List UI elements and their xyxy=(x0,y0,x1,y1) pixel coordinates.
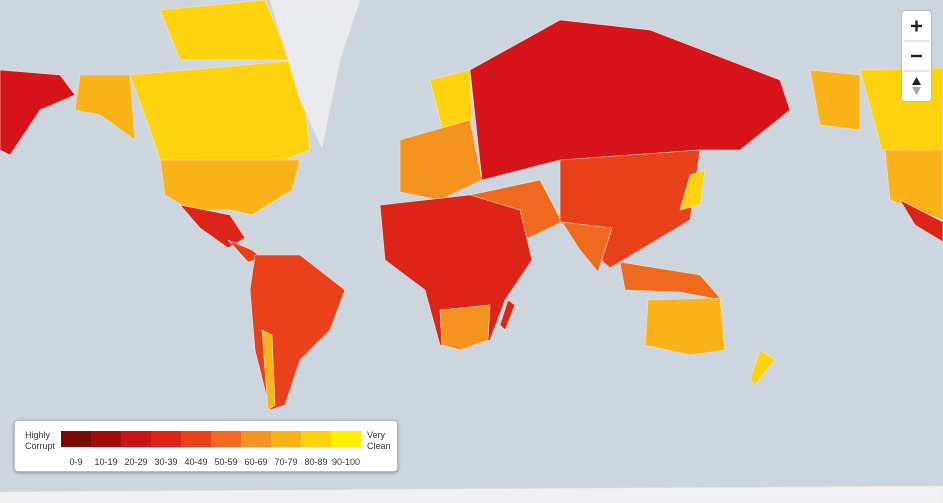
zoom-controls xyxy=(901,10,932,102)
india xyxy=(561,221,613,273)
legend: Highly Corrupt Very Clean 0-9 10-19 20-29 3… xyxy=(14,420,398,472)
legend-swatch xyxy=(151,431,181,447)
alaska xyxy=(74,74,136,141)
new-zealand xyxy=(749,349,776,386)
canada xyxy=(129,59,311,171)
legend-swatch xyxy=(61,431,91,447)
antarctica xyxy=(0,485,943,503)
africa xyxy=(379,194,533,351)
mexico-right xyxy=(899,199,943,243)
europe xyxy=(399,119,483,201)
zoom-in[interactable] xyxy=(911,20,922,32)
legend-swatch xyxy=(301,431,331,447)
legend-range-label: 90-100 xyxy=(331,457,361,467)
alaska-right xyxy=(809,69,861,131)
legend-high-label: Very Clean xyxy=(367,430,391,451)
legend-bar xyxy=(61,431,361,447)
legend-range-label: 0-9 xyxy=(69,457,83,467)
madagascar xyxy=(499,299,516,331)
japan xyxy=(679,169,706,211)
legend-swatch xyxy=(211,431,241,447)
legend-range-label: 80-89 xyxy=(304,457,328,467)
legend-range-label: 10-19 xyxy=(94,457,118,467)
legend-swatch xyxy=(241,431,271,447)
reset-north[interactable] xyxy=(912,77,921,95)
southeast-asia xyxy=(619,261,723,301)
legend-swatch xyxy=(271,431,301,447)
legend-range-label: 70-79 xyxy=(274,457,298,467)
russia xyxy=(469,19,791,181)
legend-range-label: 30-39 xyxy=(154,457,178,467)
legend-range-label: 40-49 xyxy=(184,457,208,467)
russia-east xyxy=(0,69,76,156)
legend-ranges: 0-9 10-19 20-29 30-39 40-49 50-59 60-69 70-79 80… xyxy=(61,457,361,467)
southern-africa xyxy=(439,304,491,351)
usa-right xyxy=(884,149,943,221)
greenland xyxy=(269,0,361,149)
legend-swatch xyxy=(181,431,211,447)
zoom-icons xyxy=(904,20,929,95)
legend-range-label: 20-29 xyxy=(124,457,148,467)
chile xyxy=(261,329,276,411)
legend-swatch xyxy=(121,431,151,447)
mexico xyxy=(179,204,246,249)
legend-low-label: Highly Corrupt xyxy=(25,430,56,451)
arctic-islands xyxy=(159,0,291,61)
usa xyxy=(159,159,301,216)
legend-swatch xyxy=(91,431,121,447)
legend-range-label: 50-59 xyxy=(214,457,238,467)
legend-swatch xyxy=(331,431,361,447)
australia xyxy=(644,297,726,356)
legend-range-label: 60-69 xyxy=(244,457,268,467)
